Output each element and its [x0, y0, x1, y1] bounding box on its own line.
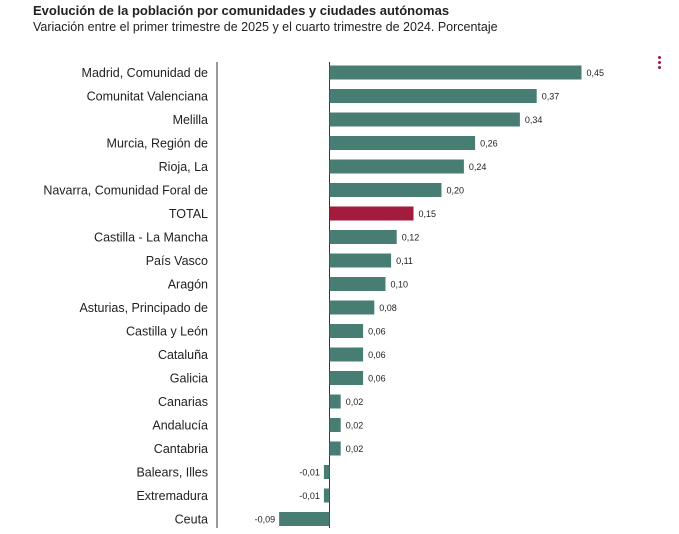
bar[interactable]: [329, 324, 364, 338]
category-label: Comunitat Valenciana: [87, 90, 208, 104]
value-label: 0,06: [368, 374, 386, 384]
value-label: 0,12: [402, 233, 420, 243]
value-label: 0,11: [396, 256, 413, 266]
value-label: 0,06: [368, 327, 386, 337]
bar[interactable]: [329, 441, 341, 456]
bar[interactable]: [329, 230, 397, 244]
category-label: Madrid, Comunidad de: [82, 66, 209, 80]
value-label: 0,08: [379, 303, 397, 313]
bar[interactable]: [329, 394, 341, 409]
value-label: 0,24: [469, 162, 487, 172]
bar[interactable]: [329, 300, 375, 315]
value-label: 0,37: [542, 92, 560, 102]
bar[interactable]: [329, 371, 364, 385]
chart-title: Evolución de la población por comunidade…: [33, 3, 450, 18]
bar[interactable]: [279, 512, 330, 526]
category-label: Balears, Illes: [136, 466, 208, 480]
bar[interactable]: [329, 418, 341, 432]
value-label: 0,02: [346, 444, 364, 454]
category-label: Castilla - La Mancha: [94, 231, 208, 245]
category-label: Cataluña: [158, 348, 208, 362]
category-label: Andalucía: [152, 419, 208, 433]
bar[interactable]: [329, 112, 520, 127]
value-label: 0,15: [419, 209, 437, 219]
category-label: Canarias: [158, 395, 208, 409]
category-label: Navarra, Comunidad Foral de: [43, 184, 208, 198]
value-label: 0,20: [447, 186, 465, 196]
value-label: -0,01: [299, 491, 320, 501]
value-label: 0,02: [346, 397, 364, 407]
bar[interactable]: [329, 277, 386, 291]
bar[interactable]: [329, 65, 582, 80]
bar[interactable]: [329, 159, 464, 174]
value-label: -0,01: [299, 468, 320, 478]
category-label: Aragón: [168, 278, 208, 292]
value-label: 0,06: [368, 350, 386, 360]
bar[interactable]: [329, 183, 442, 197]
bar[interactable]: [323, 488, 330, 503]
category-label: Galicia: [170, 372, 208, 386]
category-label: Rioja, La: [159, 160, 208, 174]
category-label: Castilla y León: [126, 325, 208, 339]
bar[interactable]: [329, 206, 414, 221]
value-label: 0,10: [391, 280, 409, 290]
more-vertical-icon[interactable]: [656, 56, 664, 72]
category-label: Melilla: [173, 113, 208, 127]
value-label: 0,26: [480, 139, 498, 149]
chart-subtitle: Variación entre el primer trimestre de 2…: [33, 20, 498, 34]
bar[interactable]: [323, 465, 330, 479]
bar[interactable]: [329, 136, 476, 150]
bar[interactable]: [329, 253, 392, 268]
value-label: 0,34: [525, 115, 543, 125]
value-label: 0,02: [346, 421, 364, 431]
category-label: TOTAL: [169, 207, 208, 221]
bar[interactable]: [329, 347, 364, 362]
value-label: -0,09: [255, 515, 276, 525]
category-label: Asturias, Principado de: [79, 301, 208, 315]
bar[interactable]: [329, 89, 537, 103]
category-label: Cantabria: [154, 442, 208, 456]
category-label: Murcia, Región de: [107, 137, 208, 151]
category-label: País Vasco: [146, 254, 208, 268]
category-label: Extremadura: [136, 489, 208, 503]
category-label: Ceuta: [175, 513, 208, 527]
value-label: 0,45: [587, 68, 605, 78]
